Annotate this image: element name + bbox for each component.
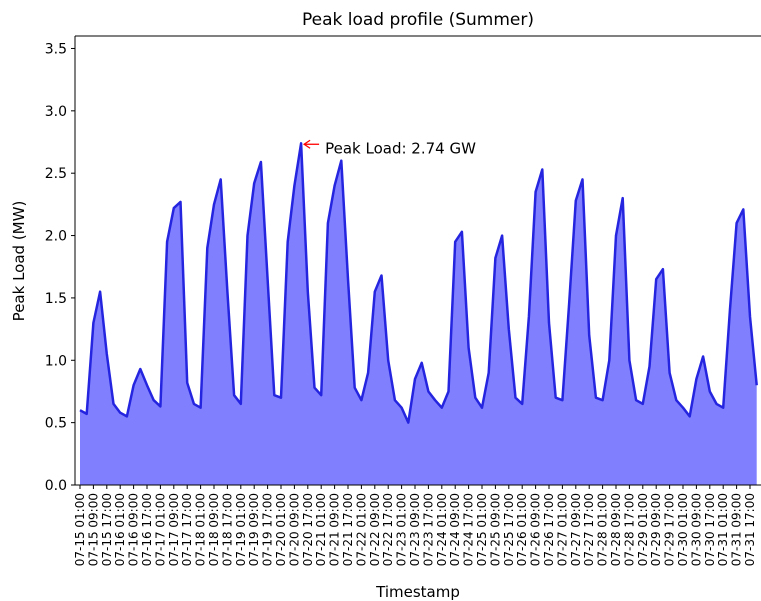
- y-tick-label: 3.5: [45, 41, 67, 57]
- x-tick-label: 07-20 17:00: [301, 493, 315, 566]
- x-tick-label: 07-20 09:00: [287, 493, 301, 566]
- x-tick-label: 07-28 01:00: [596, 493, 610, 566]
- y-tick-label: 2.5: [45, 166, 67, 182]
- y-tick-label: 1.0: [45, 353, 67, 369]
- annotation-arrowhead: [302, 139, 311, 149]
- x-tick-label: 07-23 17:00: [421, 493, 435, 566]
- x-tick-label: 07-15 09:00: [86, 493, 100, 566]
- x-tick-label: 07-27 01:00: [555, 493, 569, 566]
- x-tick-label: 07-16 17:00: [140, 493, 154, 566]
- x-tick-label: 07-19 01:00: [234, 493, 248, 566]
- x-tick-label: 07-29 09:00: [649, 493, 663, 566]
- x-tick-label: 07-21 01:00: [314, 493, 328, 566]
- x-tick-label: 07-17 01:00: [153, 493, 167, 566]
- x-tick-label: 07-20 01:00: [274, 493, 288, 566]
- x-tick-label: 07-24 01:00: [435, 493, 449, 566]
- x-tick-label: 07-29 01:00: [636, 493, 650, 566]
- x-tick-label: 07-24 17:00: [462, 493, 476, 566]
- x-tick-label: 07-24 09:00: [448, 493, 462, 566]
- x-tick-label: 07-23 01:00: [395, 493, 409, 566]
- x-tick-label: 07-26 01:00: [515, 493, 529, 566]
- y-tick-label: 0.0: [45, 478, 67, 494]
- x-tick-label: 07-15 01:00: [73, 493, 87, 566]
- x-axis-label: Timestamp: [375, 583, 460, 601]
- x-tick-label: 07-25 01:00: [475, 493, 489, 566]
- x-tick-label: 07-26 09:00: [529, 493, 543, 566]
- x-tick-label: 07-19 09:00: [247, 493, 261, 566]
- y-axis-label: Peak Load (MW): [10, 201, 28, 322]
- x-tick-label: 07-18 09:00: [207, 493, 221, 566]
- x-tick-label: 07-21 09:00: [328, 493, 342, 566]
- chart-title: Peak load profile (Summer): [302, 10, 534, 30]
- area-fill: [80, 143, 757, 486]
- x-tick-label: 07-27 09:00: [569, 493, 583, 566]
- x-tick-label: 07-16 09:00: [127, 493, 141, 566]
- x-tick-label: 07-31 17:00: [743, 493, 757, 566]
- x-tick-label: 07-17 17:00: [180, 493, 194, 566]
- x-tick-label: 07-31 09:00: [730, 493, 744, 566]
- y-tick-label: 3.0: [45, 104, 67, 120]
- x-tick-label: 07-18 01:00: [194, 493, 208, 566]
- x-tick-label: 07-22 17:00: [381, 493, 395, 566]
- x-tick-label: 07-28 09:00: [609, 493, 623, 566]
- x-tick-label: 07-21 17:00: [341, 493, 355, 566]
- x-tick-label: 07-22 09:00: [368, 493, 382, 566]
- x-tick-label: 07-28 17:00: [622, 493, 636, 566]
- x-tick-label: 07-18 17:00: [220, 493, 234, 566]
- line: [79, 142, 758, 424]
- y-tick-label: 1.5: [45, 291, 67, 307]
- x-tick-label: 07-15 17:00: [100, 493, 114, 566]
- x-tick-label: 07-30 09:00: [689, 493, 703, 566]
- x-tick-label: 07-16 01:00: [113, 493, 127, 566]
- x-tick-label: 07-25 09:00: [488, 493, 502, 566]
- annotation-text: Peak Load: 2.74 GW: [325, 139, 476, 157]
- x-tick-label: 07-19 17:00: [261, 493, 275, 566]
- x-tick-label: 07-23 09:00: [408, 493, 422, 566]
- y-tick-label: 0.5: [45, 416, 67, 432]
- x-tick-label: 07-31 01:00: [716, 493, 730, 566]
- x-tick-label: 07-30 01:00: [676, 493, 690, 566]
- x-tick-label: 07-29 17:00: [663, 493, 677, 566]
- y-tick-label: 2.0: [45, 229, 67, 245]
- x-tick-label: 07-26 17:00: [542, 493, 556, 566]
- x-tick-label: 07-22 01:00: [354, 493, 368, 566]
- x-tick-label: 07-17 09:00: [167, 493, 181, 566]
- x-tick-label: 07-30 17:00: [703, 493, 717, 566]
- x-tick-label: 07-27 17:00: [582, 493, 596, 566]
- x-tick-label: 07-25 17:00: [502, 493, 516, 566]
